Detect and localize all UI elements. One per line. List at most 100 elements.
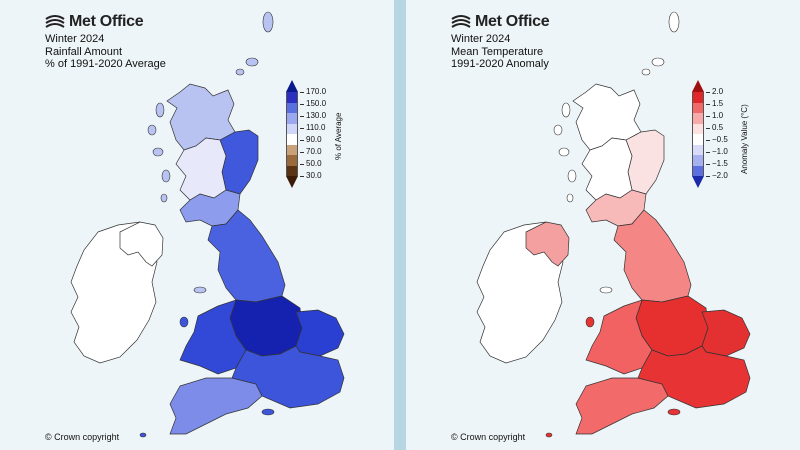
legend-tick-label: 0.5: [712, 123, 724, 132]
region-scotland-east: [219, 129, 259, 195]
colorbar-segment: [692, 123, 704, 134]
map-title: Winter 2024 Rainfall Amount % of 1991-20…: [45, 33, 166, 71]
colorbar-extend-bottom: [286, 176, 298, 188]
map-title: Winter 2024 Mean Temperature 1991-2020 A…: [451, 33, 549, 71]
colorbar-segment: [286, 134, 298, 145]
legend-tick-label: 170.0: [306, 87, 327, 96]
legend-tick-label: 1.0: [712, 111, 724, 120]
title-line: Winter 2024: [451, 33, 511, 45]
title-line: % of 1991-2020 Average: [45, 58, 166, 70]
colorbar-segment: [286, 123, 298, 134]
legend-tick-mark: [300, 128, 304, 129]
island: [567, 169, 577, 183]
met-office-logo: Met Office: [451, 13, 550, 31]
legend-tick-label: 1.5: [712, 99, 724, 108]
legend-tick-mark: [706, 176, 710, 177]
temperature-map: [476, 11, 751, 438]
island: [155, 102, 165, 118]
title-line: Rainfall Amount: [45, 45, 123, 58]
met-office-logo-icon: [45, 15, 65, 28]
met-office-logo: Met Office: [45, 13, 144, 31]
colorbar-segment: [692, 155, 704, 166]
legend-tick-mark: [300, 140, 304, 141]
legend-tick-label: 110.0: [306, 123, 326, 132]
island: [152, 147, 164, 157]
island: [262, 11, 274, 33]
island: [147, 124, 157, 136]
colorbar: [692, 80, 704, 190]
rainfall-legend: 170.0 150.0 130.0 110.0 90.0 70.0 50.0 30.0 % of…: [286, 80, 366, 190]
copyright-notice: © Crown copyright: [451, 432, 526, 442]
brand-name: Met Office: [69, 13, 144, 30]
island: [651, 57, 665, 67]
brand-name: Met Office: [475, 13, 550, 30]
island: [245, 57, 259, 67]
island: [599, 286, 613, 294]
legend-tick-mark: [300, 104, 304, 105]
legend-tick-mark: [300, 116, 304, 117]
colorbar-extend-top: [286, 80, 298, 92]
rainfall-map: [70, 11, 345, 438]
legend-axis-label: Anomaly Value (°C): [740, 103, 749, 174]
legend-tick-mark: [706, 104, 710, 105]
region-east-anglia: [295, 309, 345, 357]
colorbar-segment: [286, 102, 298, 113]
island: [545, 432, 553, 438]
copyright-notice: © Crown copyright: [45, 432, 120, 442]
island: [179, 316, 189, 328]
title-line: 1991-2020 Anomaly: [451, 58, 549, 70]
title-line: Winter 2024: [45, 33, 105, 45]
colorbar-segment: [286, 92, 298, 103]
legend-tick-label: 50.0: [306, 159, 322, 168]
colorbar-segment: [692, 102, 704, 113]
met-office-logo-icon: [451, 15, 471, 28]
region-south-east: [637, 345, 751, 409]
legend-tick-label: −1.5: [712, 159, 728, 168]
colorbar-segment: [692, 134, 704, 145]
temperature-panel: Met Office Winter 2024 Mean Temperature …: [406, 0, 800, 450]
region-south-east: [231, 345, 345, 409]
island: [161, 169, 171, 183]
colorbar-segment: [692, 113, 704, 124]
island: [566, 193, 574, 203]
title-line: Mean Temperature: [451, 45, 544, 58]
legend-tick-label: 2.0: [712, 87, 724, 96]
colorbar-segment: [286, 155, 298, 166]
colorbar-segment: [692, 92, 704, 103]
region-n-ireland: [119, 221, 164, 267]
region-n-ireland: [525, 221, 570, 267]
colorbar-segment: [286, 113, 298, 124]
region-south-west: [169, 377, 263, 435]
colorbar-segment: [286, 144, 298, 155]
legend-tick-mark: [706, 116, 710, 117]
legend-tick-label: −0.5: [712, 135, 728, 144]
island: [561, 102, 571, 118]
legend-tick-label: 30.0: [306, 171, 322, 180]
legend-tick-mark: [706, 128, 710, 129]
legend-axis-label: % of Average: [334, 112, 343, 161]
island: [235, 68, 245, 76]
region-east-anglia: [701, 309, 751, 357]
colorbar-extend-top: [692, 80, 704, 92]
legend-tick-mark: [706, 140, 710, 141]
legend-tick-label: 150.0: [306, 99, 327, 108]
colorbar-extend-bottom: [692, 176, 704, 188]
legend-tick-mark: [300, 152, 304, 153]
colorbar-segment: [692, 165, 704, 176]
legend-tick-label: 70.0: [306, 147, 322, 156]
island: [139, 432, 147, 438]
island: [193, 286, 207, 294]
island: [585, 316, 595, 328]
island: [160, 193, 168, 203]
legend-tick-mark: [300, 176, 304, 177]
island: [553, 124, 563, 136]
colorbar-segment: [692, 144, 704, 155]
legend-tick-label: −1.0: [712, 147, 728, 156]
colorbar: [286, 80, 298, 190]
temperature-legend: 2.0 1.5 1.0 0.5 −0.5 −1.0 −1.5 −2.0 Anomaly Valu…: [692, 80, 772, 190]
legend-tick-label: −2.0: [712, 171, 728, 180]
island: [667, 408, 681, 416]
region-scotland-east: [625, 129, 665, 195]
legend-tick-mark: [300, 92, 304, 93]
legend-tick-label: 90.0: [306, 135, 322, 144]
